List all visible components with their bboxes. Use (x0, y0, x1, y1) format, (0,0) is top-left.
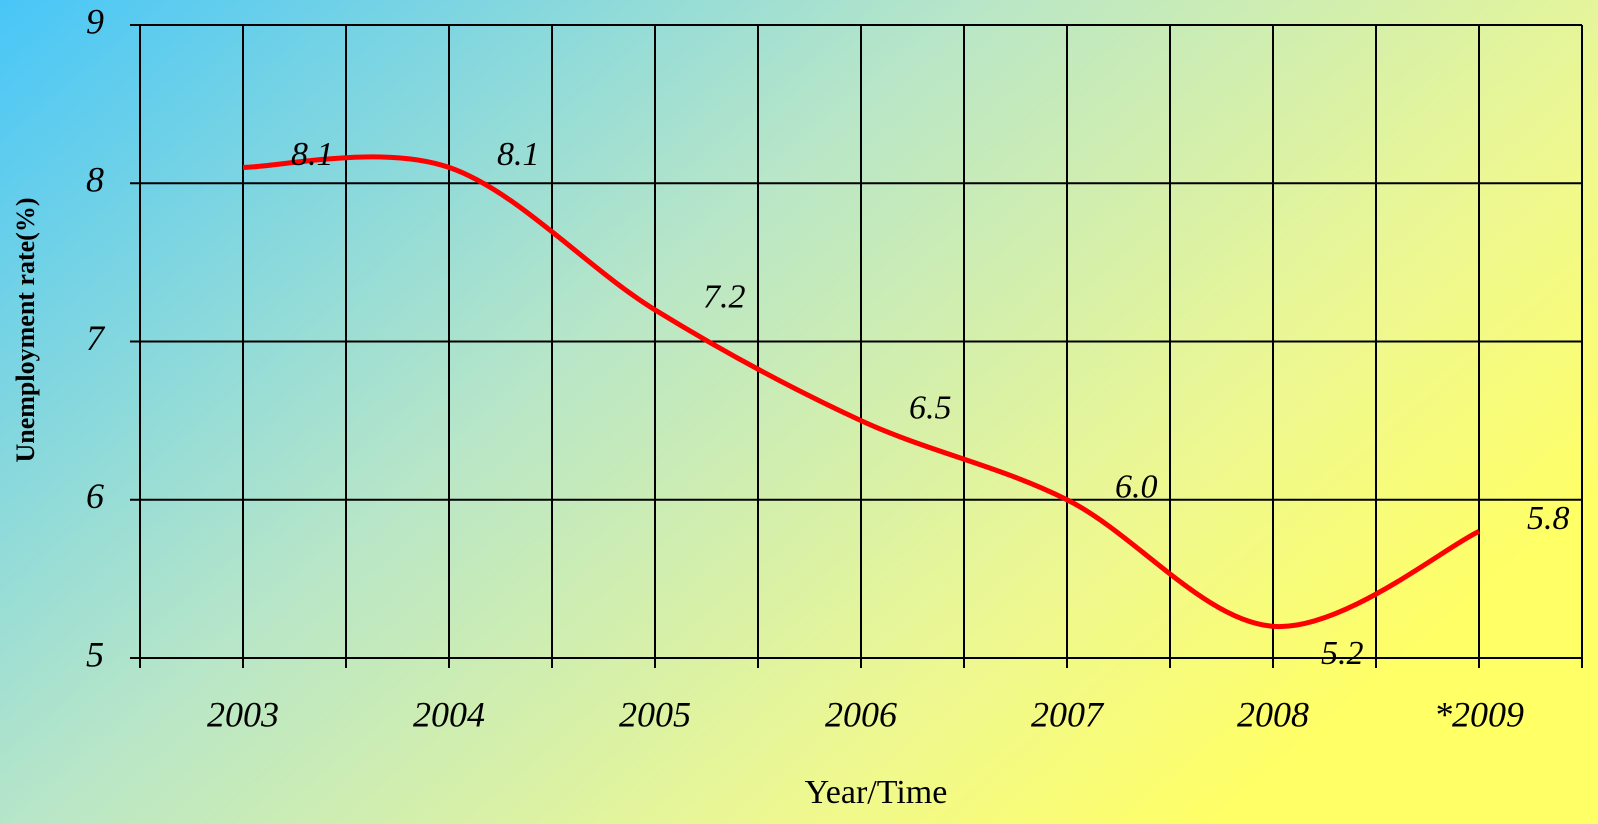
y-axis-title: Unemployment rate(%) (11, 198, 40, 463)
x-tick-label: 2006 (825, 694, 897, 734)
x-tick-label: 2005 (619, 694, 691, 734)
data-label: 7.2 (703, 279, 746, 316)
data-label: 5.2 (1321, 635, 1364, 672)
data-label: 6.0 (1115, 469, 1158, 506)
data-label: 8.1 (497, 136, 540, 173)
line (242, 154, 1481, 629)
x-axis-title: Year/Time (805, 774, 948, 811)
y-tick-label: 8 (86, 160, 104, 200)
y-tick-label: 9 (86, 1, 104, 41)
y-tick-label: 7 (86, 318, 106, 358)
x-tick-label: 2004 (413, 694, 485, 734)
x-tick-label: 2003 (207, 694, 279, 734)
data-label: 8.1 (291, 136, 334, 173)
x-tick-label: 2007 (1031, 694, 1105, 734)
data-label: 5.8 (1527, 500, 1570, 537)
x-tick-label: *2009 (1434, 694, 1524, 734)
y-tick-label: 6 (86, 476, 104, 516)
x-tick-label: 2008 (1237, 694, 1309, 734)
data-label: 6.5 (909, 389, 952, 426)
y-tick-label: 5 (86, 634, 104, 674)
